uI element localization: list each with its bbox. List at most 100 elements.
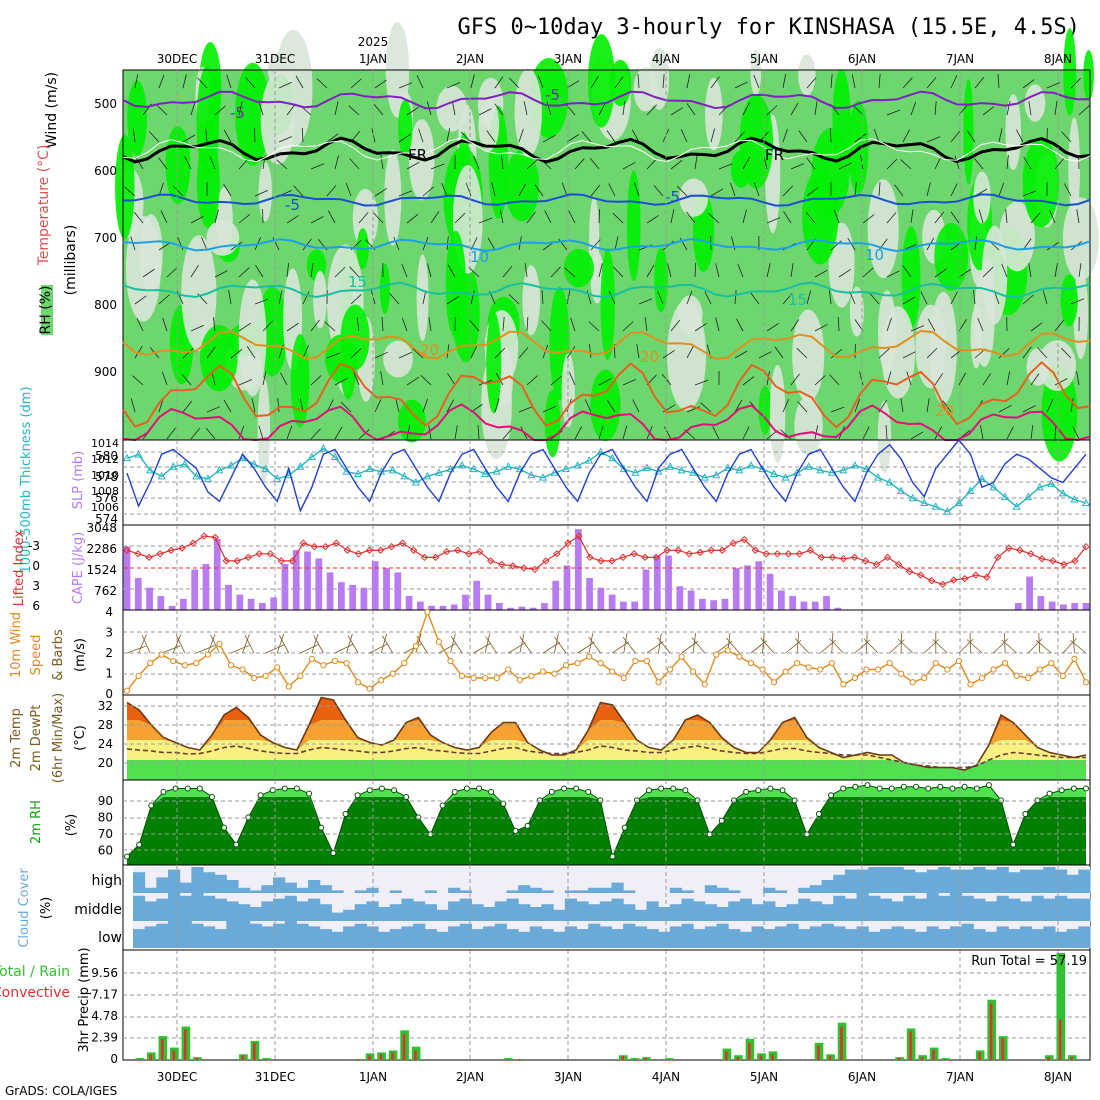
wind10-speed-label: Speed: [29, 635, 44, 676]
rh-patch: [199, 325, 238, 392]
thickness-point: [839, 465, 848, 474]
wind-barb: [158, 242, 171, 251]
date-label-top: 7JAN: [946, 52, 974, 66]
wind-barb: [422, 186, 434, 197]
wind-barb: [910, 431, 924, 440]
cape-bar: [766, 573, 774, 610]
wind10-barb: [681, 640, 699, 654]
cape-bar: [259, 603, 266, 610]
wind-barb: [526, 159, 538, 170]
wind-barb: [607, 400, 616, 413]
wind10-point: [458, 672, 466, 679]
wind10-line: [126, 610, 1087, 692]
wind-barb: [501, 155, 504, 170]
wind-barb: [631, 129, 640, 143]
cape-bar: [236, 594, 244, 610]
isotherm-line: [122, 329, 1091, 360]
precip-tick: 2.39: [91, 1031, 118, 1045]
rh-patch: [792, 309, 825, 402]
cape-panel: -3 0 3 6 3048 2286 1524 762: [28, 521, 1091, 613]
cloud-bar: [599, 926, 612, 948]
cloud-bar: [763, 901, 776, 921]
wind10-point: [713, 651, 720, 658]
wind-barb: [598, 378, 612, 386]
rh-patch: [769, 364, 786, 463]
cloud-bar: [576, 901, 589, 921]
wind10-point: [921, 674, 928, 682]
contour-label: 20: [935, 402, 954, 420]
wind10-barb: [993, 638, 1008, 654]
wind-barb: [958, 269, 971, 278]
rh2m-point: [585, 788, 592, 795]
wind10-barb: [438, 642, 457, 654]
lifted-point: [431, 553, 440, 562]
wind-barb: [228, 290, 232, 305]
pressure-tick: 700: [94, 231, 117, 245]
wind-barb: [783, 210, 792, 224]
cape-bar: [574, 529, 582, 610]
cape-bar: [518, 606, 526, 610]
rh-patch: [208, 70, 220, 169]
wind-barb: [886, 270, 900, 278]
wind10-point: [828, 660, 835, 667]
thickness-point: [226, 460, 236, 469]
wind10-point: [770, 679, 778, 686]
lifted-point: [817, 553, 826, 562]
rh-patch: [1068, 117, 1081, 219]
wind-barb: [1006, 426, 1014, 440]
wind10-barb: [966, 639, 983, 654]
rh-patch: [750, 49, 762, 97]
wind-barb: [852, 104, 864, 116]
wind-barb: [349, 266, 360, 278]
lifted-point: [972, 571, 980, 579]
rh2m-point: [767, 785, 774, 792]
lifted-point: [674, 546, 682, 554]
wind-barb: [494, 398, 500, 413]
thickness-point: [885, 477, 894, 486]
wind-barb: [473, 155, 480, 170]
wind-barb: [214, 270, 228, 278]
cape-bar: [304, 551, 311, 610]
rh-patch: [206, 219, 240, 256]
wind-barb: [564, 267, 576, 278]
rh2m-point: [1034, 797, 1041, 804]
cloud-bar: [961, 895, 974, 921]
wind-barb: [569, 372, 576, 386]
rh2m-point: [342, 811, 349, 817]
wind-barb: [622, 378, 636, 386]
lifted-point: [883, 553, 892, 562]
cloud-bar: [623, 923, 636, 948]
wind-barb: [278, 136, 293, 143]
wind10-barbs-label: & Barbs: [51, 629, 66, 681]
cape-tick: 3048: [86, 521, 117, 535]
wind-barb: [694, 155, 698, 170]
wind-barb: [254, 298, 269, 305]
lifted-point: [365, 546, 374, 554]
wind10-point: [632, 657, 639, 665]
wind-barb: [280, 372, 288, 386]
rh2m-point: [815, 811, 822, 817]
cloud-bar: [296, 901, 309, 921]
wind10-point: [470, 674, 477, 682]
wind-barb: [766, 217, 781, 224]
wind10-point: [898, 670, 905, 677]
cloud-bar: [1019, 901, 1033, 921]
lifted-tick: 3: [32, 579, 40, 593]
wind10-point: [620, 674, 627, 682]
wind-barb: [374, 79, 387, 89]
wind-barb: [374, 188, 388, 197]
cloud-bar: [133, 895, 146, 921]
cloud-bar: [1054, 895, 1068, 921]
cloud-bar: [891, 926, 904, 948]
wind10-barb: [207, 634, 216, 654]
wind-barb: [902, 265, 912, 278]
rh-patch: [313, 270, 327, 329]
wind10-units-label: (m/s): [73, 638, 88, 672]
conv-axis-label: Convective: [0, 985, 70, 1001]
rain-axis-label: Total / Rain: [0, 964, 70, 980]
wind-barb: [854, 133, 867, 143]
wind-barb: [334, 101, 339, 116]
rh2m-point: [828, 792, 835, 799]
lifted-point: [961, 574, 969, 583]
date-label-top: 2JAN: [456, 52, 484, 66]
